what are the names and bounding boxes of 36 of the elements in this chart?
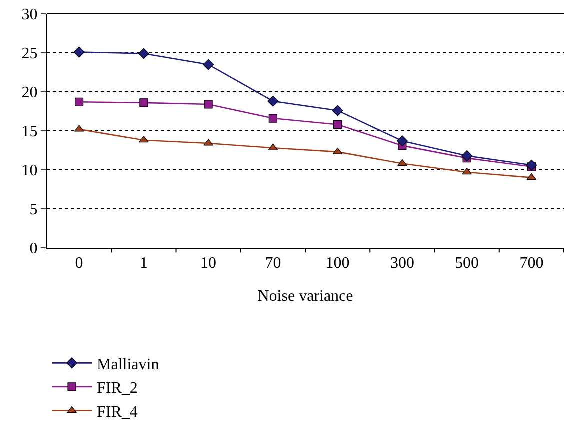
point (334, 120, 342, 130)
x-tick-label: 70 (265, 255, 282, 272)
point (462, 168, 472, 175)
point (396, 136, 408, 147)
y-tick-label: 20 (22, 84, 38, 102)
point (140, 98, 148, 108)
y-tick-label: 25 (22, 46, 38, 63)
y-tick-label: 15 (22, 124, 38, 141)
point (462, 150, 473, 162)
x-tick-label: 10 (200, 255, 217, 272)
legend-label: FIR_4 (97, 404, 138, 422)
point (268, 114, 278, 123)
y-tick-label: 30 (22, 6, 38, 24)
legend-label: FIR_2 (97, 380, 138, 398)
point (526, 160, 538, 171)
x-tick-label: 100 (326, 255, 350, 272)
y-tick-label: 10 (22, 162, 38, 180)
point (138, 48, 150, 60)
point (139, 136, 149, 143)
point (204, 139, 214, 146)
y-tick-label: 0 (30, 240, 38, 258)
x-tick-label: 700 (520, 255, 544, 272)
point (203, 59, 214, 70)
point (75, 98, 84, 106)
point (204, 100, 213, 109)
point (268, 96, 279, 107)
point (332, 105, 344, 116)
x-axis-title: Noise variance (258, 288, 354, 305)
x-tick-label: 500 (455, 255, 480, 272)
legend-label: Malliavin (97, 356, 160, 374)
x-tick-label: 300 (390, 255, 414, 272)
x-tick-label: 0 (75, 255, 84, 272)
point (74, 46, 85, 58)
point (398, 159, 408, 166)
y-tick-label: 5 (30, 202, 38, 219)
x-tick-label: 1 (140, 255, 148, 272)
